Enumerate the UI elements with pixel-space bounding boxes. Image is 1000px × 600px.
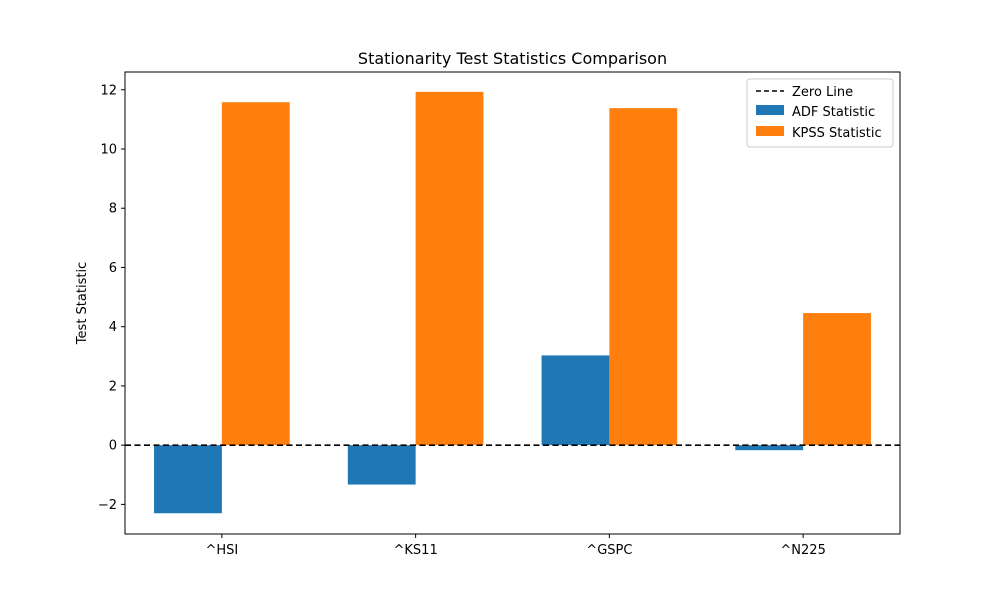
- bar-kpss-0: [221, 102, 290, 446]
- plot-area-frame: [124, 71, 901, 535]
- x-tick-label: ^N225: [780, 543, 825, 558]
- bar-kpss-3: [803, 313, 871, 446]
- chart-title: Stationarity Test Statistics Comparison: [358, 49, 667, 68]
- x-tick-label: ^GSPC: [586, 543, 632, 558]
- x-axis: ^HSI ^KS11 ^GSPC ^N225: [205, 534, 826, 558]
- y-tick-label: 2: [109, 379, 117, 394]
- legend-zero-line-label: Zero Line: [792, 85, 853, 100]
- y-tick-label: 10: [100, 143, 117, 158]
- bar-kpss-1: [415, 91, 484, 446]
- x-tick-label: ^KS11: [394, 543, 438, 558]
- x-tick-label: ^HSI: [205, 543, 238, 558]
- bars-group: [154, 91, 871, 514]
- bar-adf-1: [347, 445, 416, 485]
- y-tick-label: 4: [109, 320, 117, 335]
- y-axis-label: Test Statistic: [75, 262, 90, 345]
- legend-kpss-label: KPSS Statistic: [792, 126, 882, 141]
- y-tick-label: 12: [100, 83, 117, 98]
- bar-adf-2: [541, 355, 610, 446]
- legend-kpss-swatch: [756, 126, 784, 136]
- y-tick-label: 0: [109, 439, 117, 454]
- bar-kpss-2: [609, 108, 678, 446]
- legend-adf-label: ADF Statistic: [792, 105, 875, 120]
- legend-adf-swatch: [756, 105, 784, 115]
- y-tick-label: 8: [109, 202, 117, 217]
- y-tick-label: 6: [109, 261, 117, 276]
- y-tick-label: −2: [98, 498, 117, 513]
- legend: Zero Line ADF Statistic KPSS Statistic: [746, 78, 894, 148]
- y-axis: −2 0 2 4 6 8 10 12: [98, 83, 125, 513]
- bar-adf-3: [735, 445, 804, 451]
- bar-adf-0: [154, 445, 222, 514]
